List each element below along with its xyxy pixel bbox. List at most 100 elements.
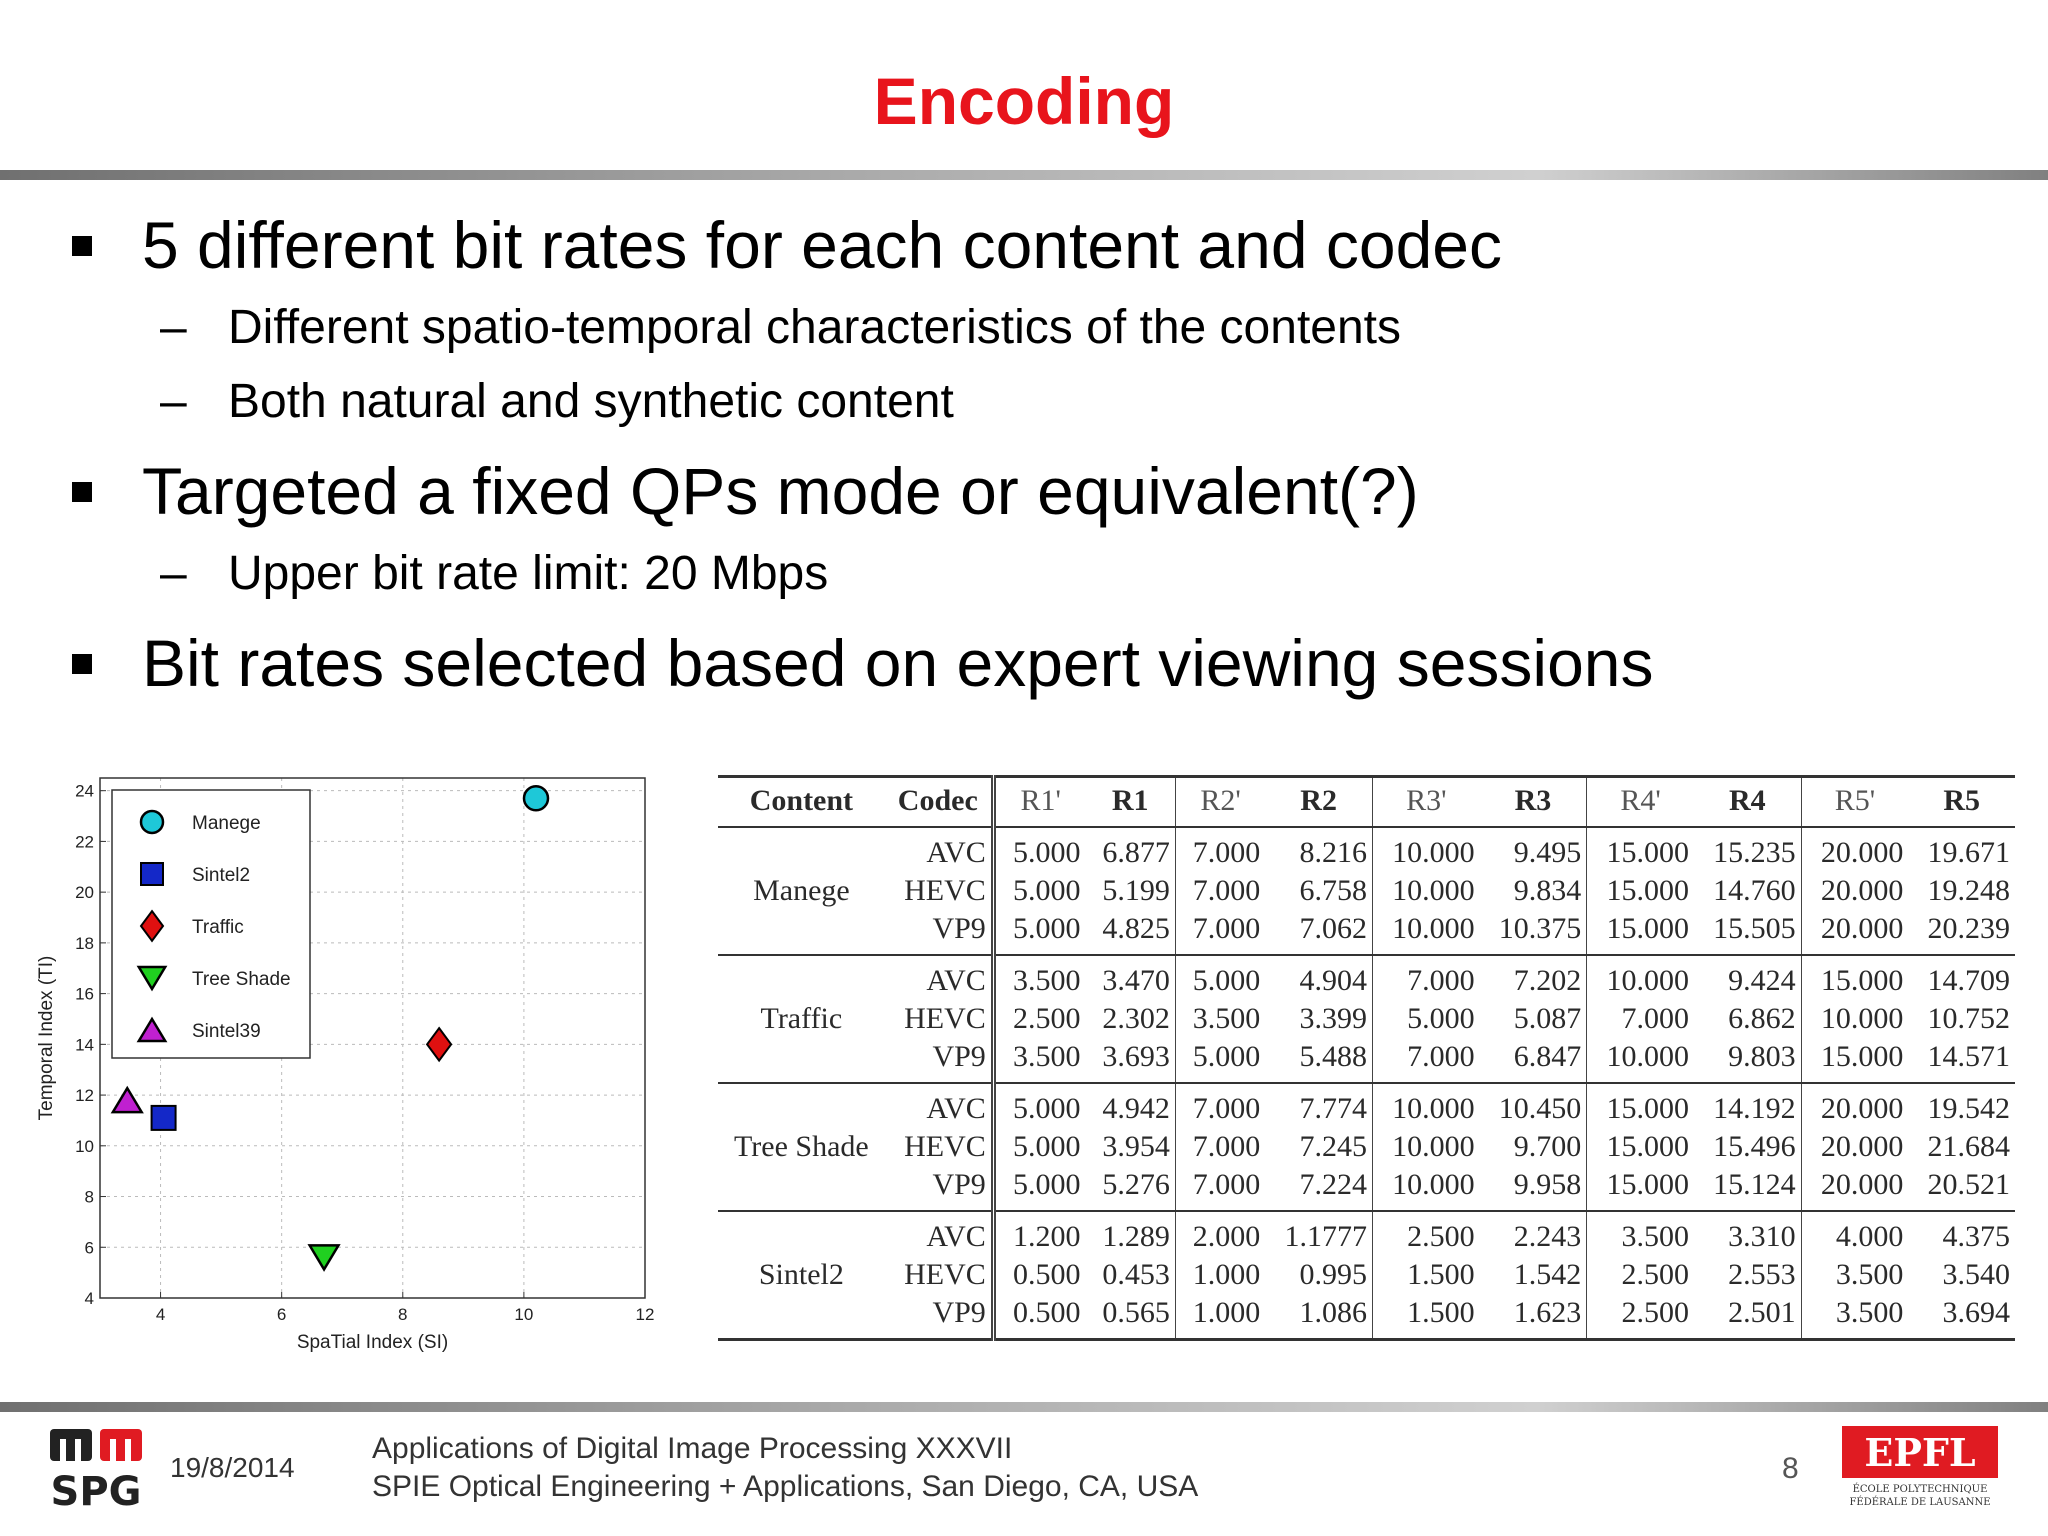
table-value-cell: 15.000 <box>1606 874 1689 907</box>
table-value-cell: 9.958 <box>1479 1166 1588 1211</box>
table-row: HEVC 5.000 5.199 7.000 6.758 10.000 9.834 15.00… <box>718 872 2015 910</box>
table-value-cell: 2.500 <box>1013 1002 1081 1035</box>
sub-bullet-dash: – <box>160 547 187 600</box>
table-value-cell: 1.200 <box>1013 1220 1081 1253</box>
table-value-cell: 5.000 <box>1013 912 1081 945</box>
table-value-cell: 15.000 <box>1606 912 1689 945</box>
table-value-cell: 7.000 <box>1192 912 1261 945</box>
table-value-cell: 1.000 <box>1192 1258 1261 1291</box>
table-value-cell: 19.671 <box>1927 836 2011 869</box>
table-value-cell: 15.000 <box>1606 1130 1689 1163</box>
table-value-cell: 1.000 <box>1192 1296 1261 1329</box>
table-header-r2: R2 <box>1265 776 1373 827</box>
plot-frame <box>99 777 646 1299</box>
table-value-cell: 10.752 <box>1927 1002 2011 1035</box>
table-value-cell: 5.000 <box>1013 874 1081 907</box>
table-value-cell: 10.000 <box>1606 1040 1689 1073</box>
table-row: Sintel2 AVC 1.200 1.289 2.000 1.1777 2.500 2.24… <box>718 1211 2015 1291</box>
table-value-cell: 7.000 <box>1407 964 1475 997</box>
epfl-logo-sub1: ÉCOLE POLYTECHNIQUE <box>1853 1483 1988 1495</box>
table-row: VP9 5.000 4.825 7.000 7.062 10.000 10.375 15.00… <box>718 910 2015 955</box>
table-value-cell: 10.000 <box>1606 964 1689 997</box>
table-value-cell: 5.276 <box>1085 1166 1176 1211</box>
table-value-cell: 10.000 <box>1392 874 1475 907</box>
table-value-cell: 15.124 <box>1693 1166 1802 1211</box>
table-value-cell: 2.501 <box>1693 1294 1802 1340</box>
table-row: Tree Shade AVC 5.000 4.942 7.000 7.774 10.000 1… <box>718 1083 2015 1163</box>
table-header-r1-prime: R1' <box>1020 784 1061 817</box>
table-header-r3: R3 <box>1479 776 1588 827</box>
data-point-sintel39 <box>110 1085 144 1114</box>
table-row: HEVC 5.000 3.954 7.000 7.245 10.000 9.700 15.00… <box>718 1128 2015 1166</box>
footer-venue: SPIE Optical Engineering + Applications,… <box>372 1470 1199 1503</box>
table-value-cell: 0.500 <box>1013 1296 1081 1329</box>
table-value-cell: 9.700 <box>1479 1128 1588 1166</box>
bullet-text: 5 different bit rates for each content a… <box>142 208 1502 282</box>
table-value-cell: 14.709 <box>1927 964 2011 997</box>
x-tick-label: 6 <box>277 1305 286 1324</box>
table-value-cell: 3.310 <box>1693 1211 1802 1256</box>
table-codec-cell: AVC <box>884 1211 996 1256</box>
table-header-content: Content <box>749 784 854 817</box>
table-value-cell: 0.500 <box>1013 1258 1081 1291</box>
table-codec-cell: AVC <box>884 1083 996 1128</box>
table-value-cell: 10.000 <box>1392 1130 1475 1163</box>
sub-bullet-text: Upper bit rate limit: 20 Mbps <box>228 547 829 600</box>
table-row: VP9 5.000 5.276 7.000 7.224 10.000 9.958 15.000… <box>718 1166 2015 1211</box>
table-value-cell: 10.450 <box>1479 1083 1588 1128</box>
table-row: HEVC 0.500 0.453 1.000 0.995 1.500 1.542 2.500 2… <box>718 1256 2015 1294</box>
sub-bullet-dash: – <box>160 375 187 428</box>
table-value-cell: 5.000 <box>1013 836 1081 869</box>
table-value-cell: 7.224 <box>1265 1166 1373 1211</box>
table-value-cell: 20.000 <box>1820 874 1904 907</box>
table-value-cell: 9.495 <box>1479 827 1588 872</box>
table-value-cell: 6.758 <box>1265 872 1373 910</box>
svg-text:SPG: SPG <box>51 1469 142 1510</box>
mmspg-logo: SPG <box>48 1425 148 1515</box>
table-header-row: Content Codec R1' R1 R2' R2 R3' R3 R4' R4 R5' R5 <box>718 776 2015 827</box>
legend-marker-sintel39 <box>136 1016 168 1043</box>
table-value-cell: 3.693 <box>1085 1038 1176 1083</box>
table-header-r1: R1 <box>1085 776 1176 827</box>
table-value-cell: 9.424 <box>1693 955 1802 1000</box>
sub-bullet-text: Both natural and synthetic content <box>228 375 954 428</box>
table-value-cell: 1.500 <box>1407 1296 1475 1329</box>
table-value-cell: 7.774 <box>1265 1083 1373 1128</box>
table-value-cell: 2.302 <box>1085 1000 1176 1038</box>
header-divider <box>0 170 2048 180</box>
table-value-cell: 20.239 <box>1927 912 2011 945</box>
table-codec-cell: HEVC <box>884 1256 996 1294</box>
table-value-cell: 3.500 <box>1192 1002 1261 1035</box>
x-tick-label: 8 <box>398 1305 407 1324</box>
table-content-cell: Sintel2 <box>758 1258 844 1291</box>
data-point-manege <box>522 785 550 812</box>
table-value-cell: 3.954 <box>1085 1128 1176 1166</box>
table-value-cell: 15.505 <box>1693 910 1802 955</box>
epfl-logo: EPFL ÉCOLE POLYTECHNIQUE FÉDÉRALE DE LAU… <box>1840 1424 2000 1514</box>
table-value-cell: 20.000 <box>1820 836 1904 869</box>
footer-date: 19/8/2014 <box>170 1452 295 1483</box>
table-value-cell: 4.904 <box>1265 955 1373 1000</box>
table-value-cell: 14.192 <box>1693 1083 1802 1128</box>
table-value-cell: 3.500 <box>1835 1258 1904 1291</box>
table-value-cell: 15.496 <box>1693 1128 1802 1166</box>
table-value-cell: 6.877 <box>1085 827 1176 872</box>
table-value-cell: 6.847 <box>1479 1038 1588 1083</box>
table-value-cell: 15.000 <box>1820 1040 1904 1073</box>
y-tick-label: 14 <box>75 1035 94 1054</box>
table-value-cell: 0.995 <box>1265 1256 1373 1294</box>
table-value-cell: 3.540 <box>1942 1258 2011 1291</box>
table-value-cell: 5.000 <box>1192 1040 1261 1073</box>
table-value-cell: 7.245 <box>1265 1128 1373 1166</box>
data-point-traffic <box>425 1026 453 1063</box>
table-value-cell: 7.000 <box>1192 836 1261 869</box>
table-value-cell: 10.000 <box>1392 1092 1475 1125</box>
table-codec-cell: AVC <box>884 827 996 872</box>
table-value-cell: 1.086 <box>1265 1294 1373 1340</box>
table-value-cell: 5.000 <box>1013 1130 1081 1163</box>
table-value-cell: 4.825 <box>1085 910 1176 955</box>
table-value-cell: 4.375 <box>1942 1220 2011 1253</box>
y-tick-label: 20 <box>75 883 94 902</box>
table-header-r2-prime: R2' <box>1200 784 1241 817</box>
sub-bullet-text: Different spatio-temporal characteristic… <box>228 301 1401 354</box>
